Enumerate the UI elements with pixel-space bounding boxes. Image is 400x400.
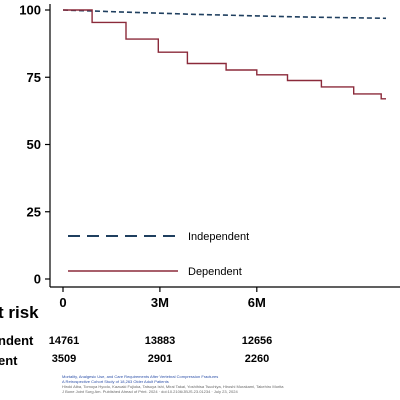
series-lines: [62, 9, 387, 100]
legend-label-independent: Independent: [188, 231, 249, 243]
y-tick-label: 75: [27, 70, 41, 85]
risk-value: 13883: [145, 335, 176, 347]
series-line-independent: [62, 9, 387, 20]
risk-table: t risk ndent 14761 13883 12656 ent 3509 …: [0, 303, 272, 368]
series-line-dependent: [63, 9, 386, 100]
y-tick-label: 0: [34, 272, 41, 287]
y-tick-label: 100: [19, 3, 41, 18]
risk-value: 2901: [148, 353, 172, 365]
x-axis-ticks: 0 3M 6M: [59, 287, 266, 310]
legend: Independent Dependent: [68, 231, 249, 278]
y-tick-label: 50: [27, 137, 41, 152]
risk-value: 12656: [242, 335, 273, 347]
risk-table-title: t risk: [0, 303, 39, 322]
legend-label-dependent: Dependent: [188, 266, 242, 278]
x-tick-label: 0: [59, 295, 66, 310]
y-tick-label: 25: [27, 204, 41, 219]
risk-value: 3509: [52, 353, 76, 365]
caption-title: Mortality, Analgesic Use, and Care Requi…: [62, 374, 219, 379]
risk-group-label: ndent: [0, 333, 34, 348]
chart-axes: [49, 4, 400, 288]
risk-value: 2260: [245, 353, 269, 365]
caption-subtitle: A Retrospective Cohort Study of 18,263 O…: [62, 379, 169, 384]
caption-citation: J Bone Joint Surg Am. Published Ahead of…: [62, 389, 238, 394]
y-axis-ticks: 0 25 50 75 100: [19, 3, 50, 287]
risk-value: 14761: [49, 335, 80, 347]
caption-authors: Hiroki Aiba, Tomoya Hyodo, Kazuaki Fujio…: [62, 384, 284, 389]
x-tick-label: 3M: [151, 295, 169, 310]
x-tick-label: 6M: [248, 295, 266, 310]
risk-group-label: ent: [0, 353, 18, 368]
